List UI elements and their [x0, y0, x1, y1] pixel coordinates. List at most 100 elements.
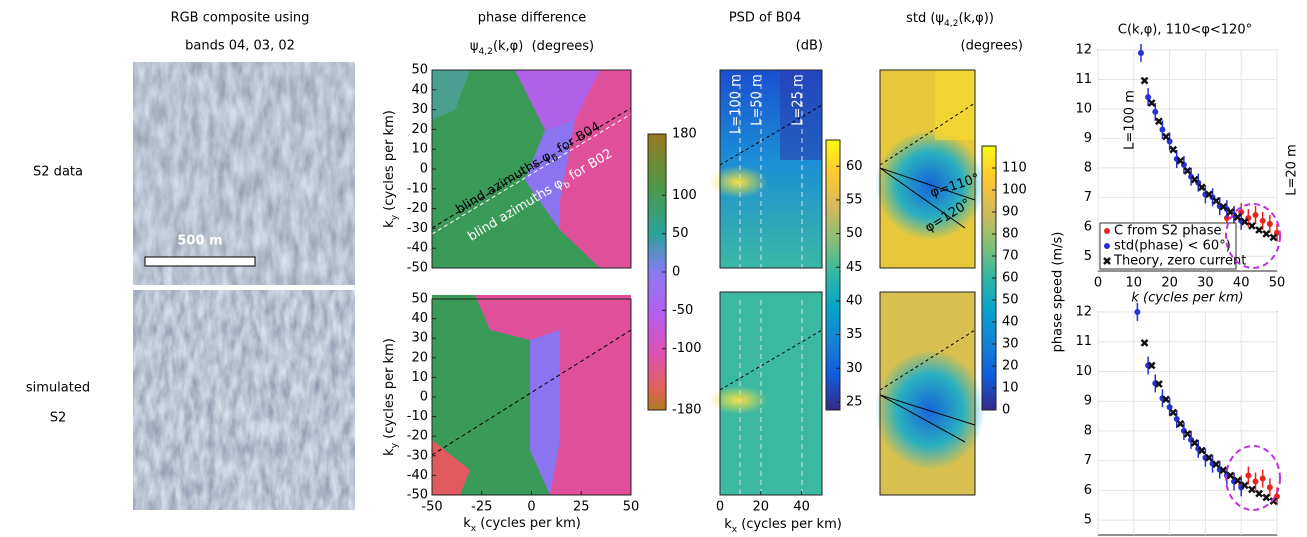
panel-title-part: (k,φ) (degrees) [493, 39, 594, 54]
y-tick-label: -20 [407, 429, 428, 444]
theory-point [1140, 339, 1149, 347]
theory-point [1183, 166, 1192, 175]
y-tick-label: 10 [411, 370, 428, 385]
data-point [1152, 108, 1159, 115]
highlight-ellipse [1225, 445, 1281, 511]
scale-bar [144, 256, 256, 267]
y-tick-label: 6 [1084, 219, 1092, 234]
data-point [1245, 472, 1252, 479]
y-tick-label: 6 [1084, 483, 1092, 498]
y-tick-label: 8 [1084, 423, 1092, 438]
y-tick-label: 0 [420, 390, 428, 405]
y-tick-label: 20 [411, 122, 428, 137]
y-tick-label: 9 [1084, 394, 1092, 409]
annotation: L=20 m [1285, 144, 1300, 195]
y-tick-label: -40 [407, 241, 428, 256]
x-tick-label: 10 [1126, 276, 1143, 291]
std-image [875, 70, 985, 268]
x-tick-label: 20 [1161, 276, 1178, 291]
y-axis-label: ky (cycles per km) [382, 110, 400, 228]
annotation: L=50 m [750, 74, 765, 125]
data-point [1166, 404, 1173, 411]
panel-title-part: ψ [935, 11, 944, 26]
theory-point [1140, 76, 1149, 85]
y-tick-label: 9 [1084, 131, 1092, 146]
y-axis-label-part: (cycles per km) [382, 338, 397, 443]
y-tick-label: 30 [411, 102, 428, 117]
colorbar-tick-label: 0 [1002, 403, 1010, 418]
x-tick-label: 30 [1197, 276, 1214, 291]
theory-point [1176, 419, 1185, 428]
data-point [1252, 212, 1259, 219]
colorbar-tick-label: 55 [846, 192, 863, 207]
theory-point [1240, 481, 1249, 490]
y-tick-label: 11 [1075, 334, 1092, 349]
annotation: L=100 m [1123, 90, 1138, 150]
y-tick-label: -20 [407, 201, 428, 216]
data-point [1266, 484, 1273, 491]
colorbar-tick-label: 50 [672, 226, 689, 241]
y-tick-label: 40 [411, 311, 428, 326]
colorbar-tick-label: 0 [672, 265, 680, 280]
y-tick-label: -10 [407, 181, 428, 196]
colorbar-tick-label: -180 [672, 403, 702, 418]
x-axis-label-part: k [463, 516, 471, 531]
theory-point [1162, 395, 1170, 404]
y-tick-label: 40 [411, 82, 428, 97]
plot-frame [719, 291, 823, 496]
data-point [1252, 478, 1259, 485]
colorbar-tick-label: 30 [1002, 337, 1019, 352]
plot-frame [1097, 311, 1278, 536]
x-tick-label: 25 [573, 500, 590, 515]
theory-point [1190, 438, 1199, 447]
x-axis-label-part: k [724, 517, 732, 532]
panel-title: (dB) [796, 39, 823, 54]
theory-point [1212, 460, 1221, 469]
theory-point [1248, 222, 1256, 230]
colorbar-tick-label: 40 [1002, 315, 1019, 330]
y-tick-label: 10 [1075, 101, 1092, 116]
x-axis-label-part: (cycles per km) [737, 517, 842, 532]
theory-point [1154, 380, 1163, 388]
y-axis-label-part: y [390, 214, 400, 220]
y-tick-label: -10 [407, 409, 428, 424]
colorbar [825, 139, 841, 411]
panel-title: RGB composite using [171, 11, 310, 26]
colorbar-tick-label: 110 [1002, 161, 1027, 176]
colorbar-tick-label: 100 [672, 188, 697, 203]
y-tick-label: 30 [411, 331, 428, 346]
panel-title-part: (k,φ)) [958, 11, 993, 26]
annotation-part: b [550, 152, 560, 164]
colorbar-tick-label: 80 [1002, 227, 1019, 242]
theory-point [1190, 175, 1199, 184]
colorbar-tick-label: 70 [1002, 249, 1019, 264]
plot-frame [879, 291, 976, 496]
panel-title: PSD of B04 [729, 11, 801, 26]
colorbar-tick-label: 25 [846, 394, 863, 409]
x-axis-label: kx (cycles per km) [463, 516, 581, 534]
row-label: S2 data [33, 165, 83, 180]
data-point [1159, 126, 1166, 133]
y-axis-label: phase speed (m/s) [1051, 232, 1066, 353]
y-tick-label: 12 [1075, 305, 1092, 320]
x-tick-label: -25 [471, 500, 492, 515]
theory-point [1212, 196, 1221, 205]
theory-point [1255, 226, 1263, 234]
theory-point [1269, 497, 1278, 505]
y-tick-label: -30 [407, 448, 428, 463]
theory-point [1205, 190, 1213, 199]
colorbar-tick-label: 180 [672, 127, 697, 142]
legend-box [1099, 222, 1237, 270]
theory-point [1162, 132, 1170, 141]
colorbar-tick-label: 60 [1002, 271, 1019, 286]
scale-bar-label: 500 m [177, 234, 222, 249]
theory-point [1233, 476, 1242, 485]
theory-point [1147, 361, 1156, 370]
colorbar-tick-label: -50 [672, 303, 693, 318]
legend-label: C from S2 phase [1114, 224, 1221, 239]
colorbar-tick-label: 35 [846, 327, 863, 342]
annotation: L=25 m [791, 74, 806, 125]
x-axis-label-part: x [471, 524, 477, 534]
x-axis-label: k (cycles per km) [1131, 291, 1243, 306]
